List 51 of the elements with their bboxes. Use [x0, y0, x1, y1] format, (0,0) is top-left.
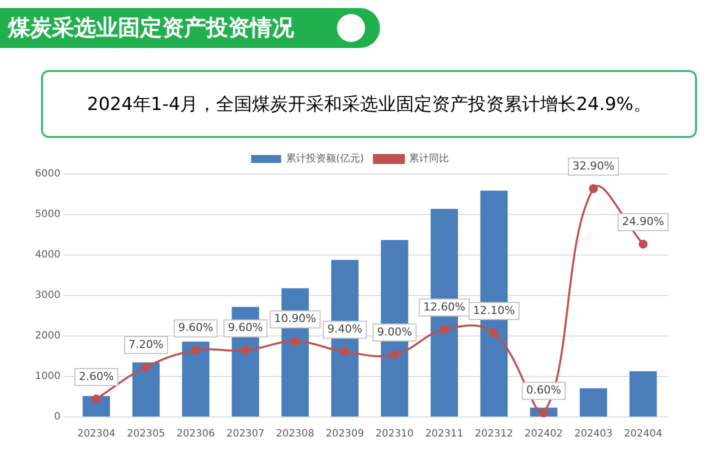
- chart-title: 煤炭采选业固定资产投资情况: [6, 14, 294, 43]
- data-label: 24.90%: [622, 214, 664, 228]
- y-tick-label: 2000: [34, 330, 60, 342]
- bar: [182, 342, 210, 416]
- y-tick-label: 0: [54, 412, 60, 423]
- y-tick-label: 1000: [34, 371, 60, 382]
- data-label: 7.20%: [128, 338, 164, 351]
- x-tick-label: 202308: [276, 428, 314, 440]
- data-label: 9.00%: [377, 325, 412, 338]
- x-tick-label: 202402: [524, 428, 563, 440]
- point: [390, 350, 400, 360]
- data-label: 9.40%: [327, 322, 362, 336]
- point: [539, 408, 548, 418]
- y-tick-label: 6000: [34, 168, 60, 180]
- x-tick-label: 202311: [425, 428, 464, 440]
- point: [191, 346, 200, 355]
- legend-label: 累计同比: [408, 152, 449, 165]
- legend-label: 累计投资额(亿元): [286, 152, 364, 165]
- x-tick-label: 202306: [176, 428, 215, 440]
- x-tick-label: 202310: [375, 428, 414, 440]
- x-tick-label: 202304: [77, 428, 116, 440]
- point: [440, 325, 449, 334]
- x-tick-label: 202309: [326, 428, 364, 440]
- bar: [629, 371, 657, 416]
- point: [340, 347, 350, 356]
- point: [490, 328, 499, 338]
- point: [92, 394, 101, 404]
- x-tick-label: 202403: [574, 428, 613, 440]
- data-label: 2.60%: [78, 370, 114, 383]
- x-tick-label: 202307: [226, 428, 265, 440]
- y-tick-label: 3000: [34, 290, 60, 302]
- data-label: 12.60%: [423, 300, 466, 314]
- chart-subtitle: 2024年1-4月，全国煤炭开采和采选业固定资产投资累计增长24.9%。: [86, 93, 652, 116]
- bar: [580, 388, 608, 416]
- x-tick-label: 202305: [126, 428, 166, 440]
- data-label: 9.60%: [178, 321, 214, 334]
- data-label: 0.60%: [526, 384, 562, 397]
- y-tick-label: 5000: [34, 209, 60, 220]
- data-label: 10.90%: [274, 312, 316, 326]
- data-label: 9.60%: [228, 321, 263, 334]
- data-label: 32.90%: [572, 159, 614, 172]
- point: [240, 346, 250, 355]
- point: [290, 336, 300, 346]
- point: [142, 362, 151, 372]
- x-tick-label: 202312: [474, 428, 514, 440]
- x-tick-label: 202404: [624, 428, 662, 440]
- point: [588, 184, 598, 194]
- y-tick-label: 4000: [34, 250, 60, 261]
- bar: [132, 362, 160, 416]
- point: [638, 240, 648, 249]
- data-label: 12.10%: [473, 304, 515, 317]
